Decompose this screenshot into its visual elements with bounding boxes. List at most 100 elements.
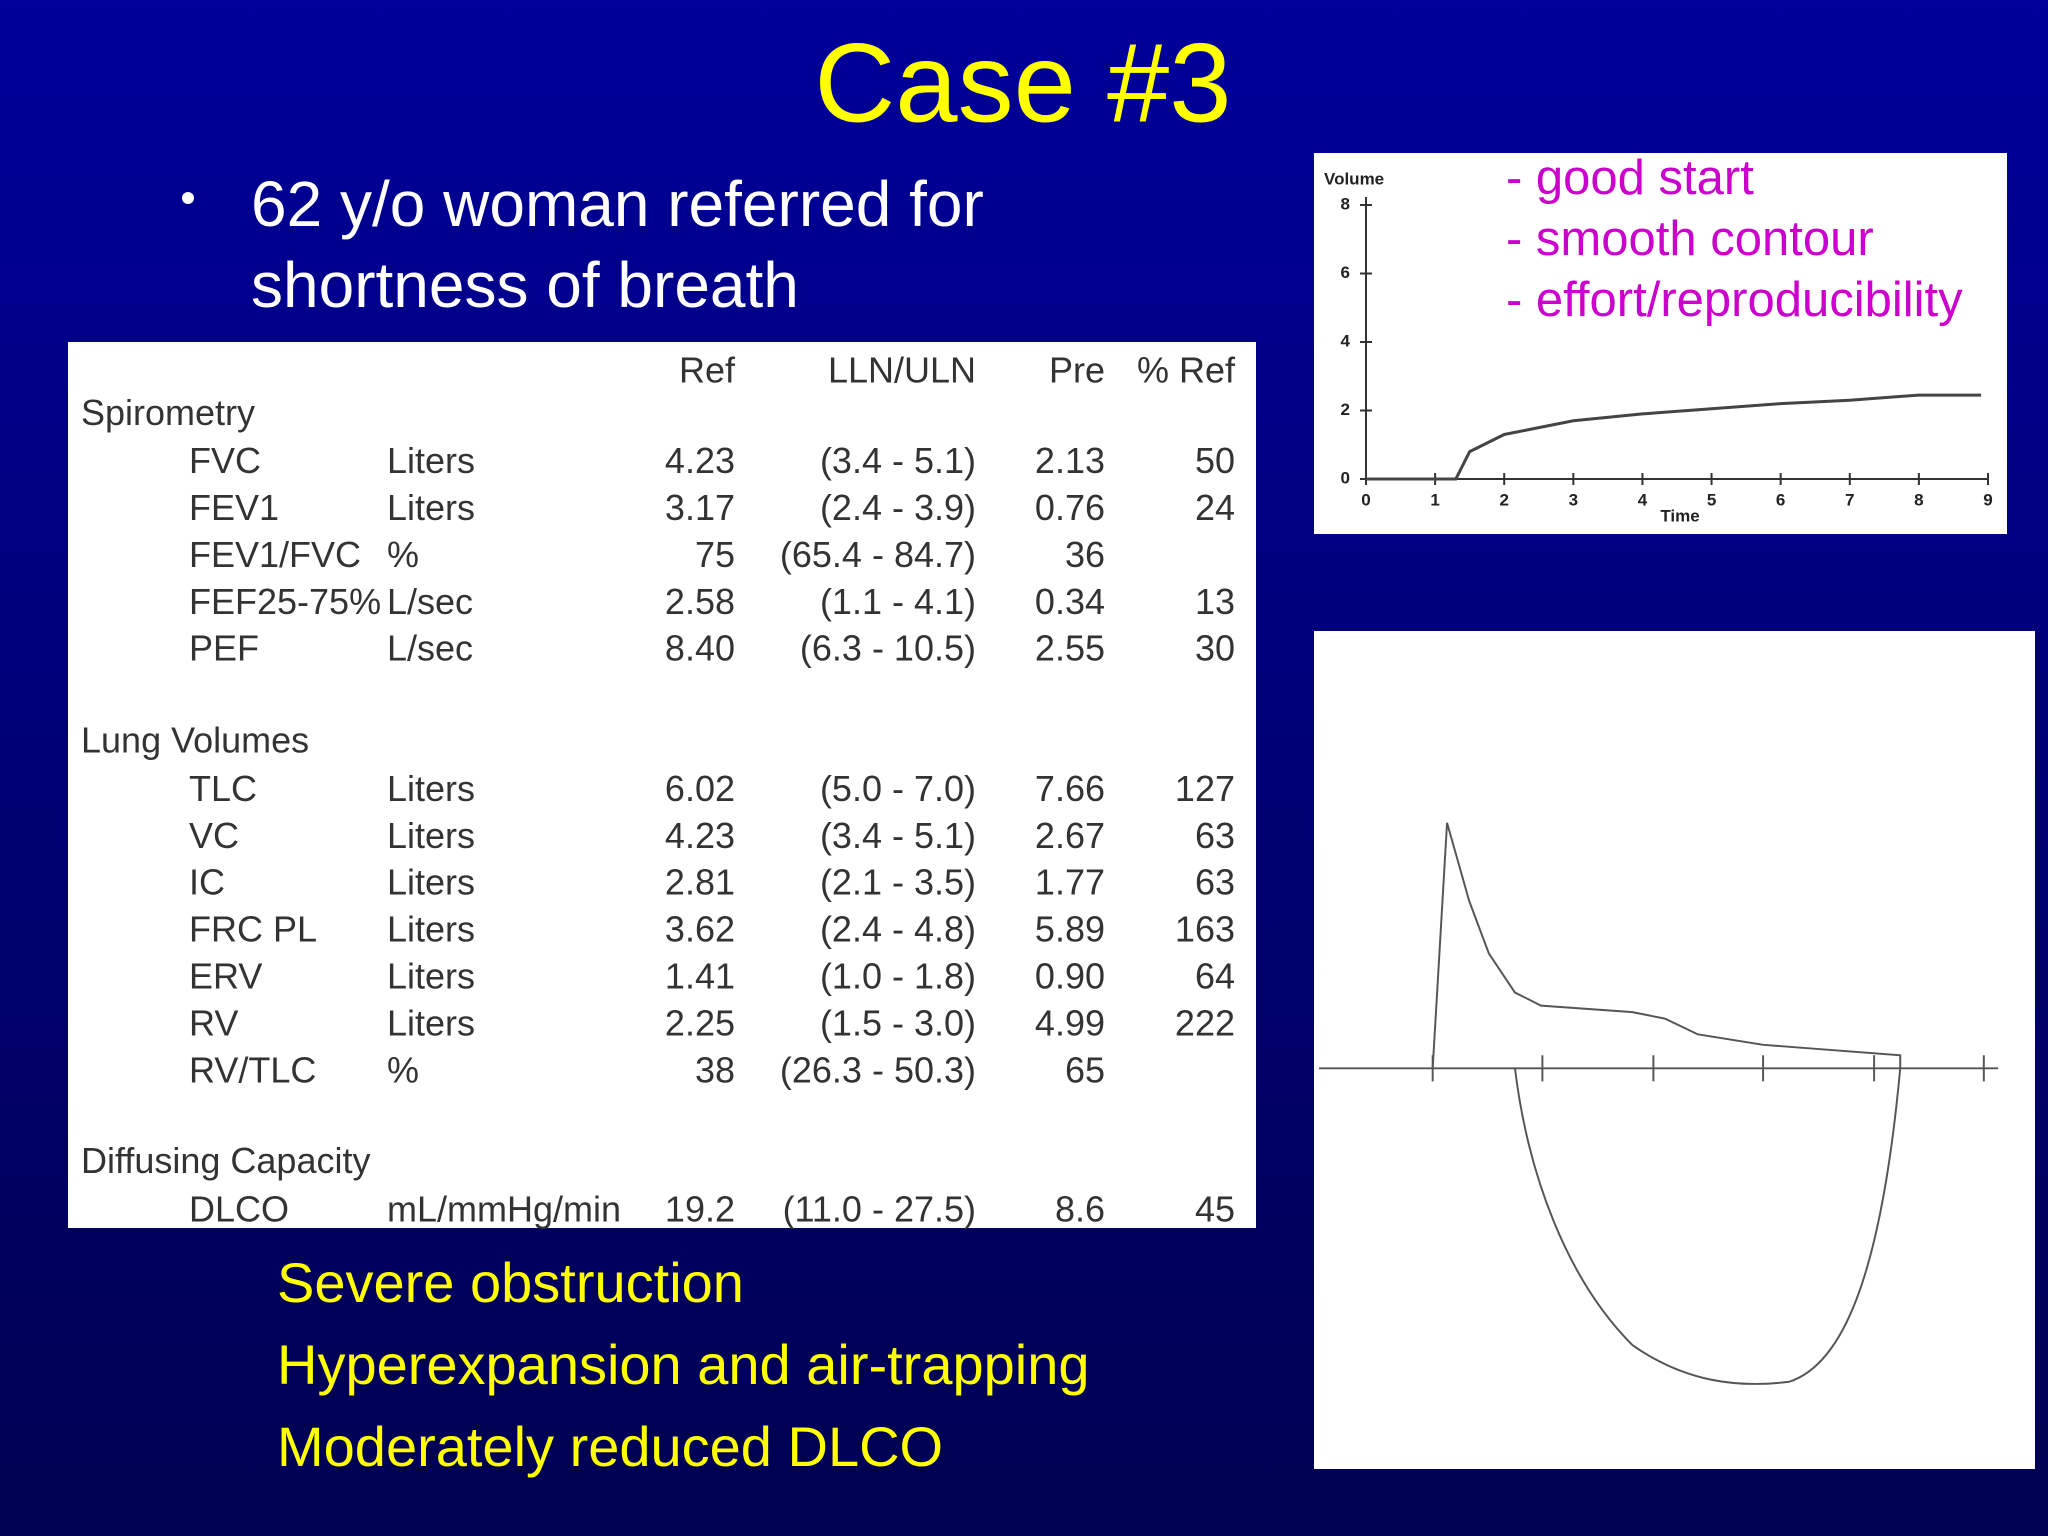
table-cell: L/sec <box>387 581 473 622</box>
table-cell: Liters <box>387 862 475 903</box>
y-tick-label: 2 <box>1341 400 1350 419</box>
table-cell: 63 <box>1195 862 1235 903</box>
table-cell: 6.02 <box>665 768 735 809</box>
table-cell: 2.58 <box>665 581 735 622</box>
table-cell: 13 <box>1195 581 1235 622</box>
table-cell: (11.0 - 27.5) <box>783 1188 976 1229</box>
table-cell: 1.77 <box>1035 862 1105 903</box>
table-cell: DLCO <box>189 1188 289 1229</box>
table-cell: 45 <box>1195 1188 1235 1229</box>
table-header: Pre <box>1049 350 1105 391</box>
x-tick-label: 5 <box>1707 490 1716 509</box>
x-tick-label: 2 <box>1499 490 1508 509</box>
table-header: Ref <box>679 350 736 391</box>
table-cell: ERV <box>189 955 262 996</box>
table-cell: (1.0 - 1.8) <box>820 955 976 996</box>
table-cell: (3.4 - 5.1) <box>820 440 976 481</box>
table-cell: FEV1 <box>189 487 279 528</box>
y-tick-label: 8 <box>1341 194 1350 213</box>
section-title: Lung Volumes <box>81 720 309 761</box>
x-tick-label: 1 <box>1430 490 1439 509</box>
note: - smooth contour <box>1506 212 1874 266</box>
y-tick-label: 6 <box>1341 263 1350 282</box>
table-cell: % <box>387 534 419 575</box>
table-cell: 65 <box>1065 1049 1105 1090</box>
table-cell: 8.40 <box>665 628 735 669</box>
table-cell: PEF <box>189 628 259 669</box>
table-cell: 64 <box>1195 955 1235 996</box>
conclusion: Hyperexpansion and air-trapping <box>277 1333 1090 1396</box>
y-tick-label: 0 <box>1341 468 1350 487</box>
table-cell: 163 <box>1175 909 1235 950</box>
note: - good start <box>1506 151 1754 205</box>
section-title: Spirometry <box>81 392 255 433</box>
x-tick-label: 8 <box>1914 490 1923 509</box>
table-cell: Liters <box>387 487 475 528</box>
x-tick-label: 7 <box>1845 490 1854 509</box>
x-tick-label: 4 <box>1638 490 1648 509</box>
flow-volume-panel <box>1314 631 2035 1469</box>
table-cell: FRC PL <box>189 909 317 950</box>
table-cell: 222 <box>1175 1002 1235 1043</box>
table-cell: RV/TLC <box>189 1049 316 1090</box>
table-cell: FVC <box>189 440 261 481</box>
section-title: Diffusing Capacity <box>81 1140 370 1181</box>
y-axis-label: Volume <box>1324 169 1384 188</box>
table-cell: 2.67 <box>1035 815 1105 856</box>
table-cell: 5.89 <box>1035 909 1105 950</box>
table-cell: Liters <box>387 815 475 856</box>
note: - effort/reproducibility <box>1506 273 1963 327</box>
table-cell: FEV1/FVC <box>189 534 361 575</box>
table-cell: 36 <box>1065 534 1105 575</box>
table-cell: mL/mmHg/min <box>387 1188 621 1229</box>
table-cell: % <box>387 1049 419 1090</box>
y-tick-label: 4 <box>1341 331 1351 350</box>
table-cell: RV <box>189 1002 238 1043</box>
table-cell: 63 <box>1195 815 1235 856</box>
table-cell: 24 <box>1195 487 1235 528</box>
table-cell: TLC <box>189 768 257 809</box>
table-cell: 50 <box>1195 440 1235 481</box>
table-cell: 127 <box>1175 768 1235 809</box>
table-cell: 4.23 <box>665 440 735 481</box>
table-cell: (3.4 - 5.1) <box>820 815 976 856</box>
table-cell: L/sec <box>387 628 473 669</box>
table-cell: 7.66 <box>1035 768 1105 809</box>
table-cell: (2.4 - 3.9) <box>820 487 976 528</box>
table-cell: 0.34 <box>1035 581 1105 622</box>
table-cell: (2.4 - 4.8) <box>820 909 976 950</box>
table-cell: IC <box>189 862 225 903</box>
x-tick-label: 6 <box>1776 490 1785 509</box>
table-cell: (1.5 - 3.0) <box>820 1002 976 1043</box>
table-cell: 0.90 <box>1035 955 1105 996</box>
table-cell: 3.17 <box>665 487 735 528</box>
table-cell: 2.55 <box>1035 628 1105 669</box>
flow-volume-loop <box>1319 822 1999 1385</box>
table-cell: 2.81 <box>665 862 735 903</box>
table-cell: Liters <box>387 955 475 996</box>
table-cell: 1.41 <box>665 955 735 996</box>
x-tick-label: 9 <box>1983 490 1992 509</box>
inspiratory-curve <box>1513 1068 1902 1385</box>
table-cell: 4.23 <box>665 815 735 856</box>
table-cell: 30 <box>1195 628 1235 669</box>
table-cell: (1.1 - 4.1) <box>820 581 976 622</box>
expiratory-curve <box>1431 822 1902 1069</box>
table-cell: 38 <box>695 1049 735 1090</box>
bullet-dot <box>182 192 194 204</box>
table-cell: 75 <box>695 534 735 575</box>
table-cell: (26.3 - 50.3) <box>780 1049 976 1090</box>
table-cell: (2.1 - 3.5) <box>820 862 976 903</box>
bullet-text: 62 y/o woman referred for <box>251 168 984 240</box>
slide-title: Case #3 <box>814 21 1231 146</box>
table-cell: 4.99 <box>1035 1002 1105 1043</box>
table-cell: 3.62 <box>665 909 735 950</box>
table-cell: 19.2 <box>665 1188 735 1229</box>
table-cell: FEF25-75% <box>189 581 381 622</box>
table-cell: (65.4 - 84.7) <box>780 534 976 575</box>
conclusion: Moderately reduced DLCO <box>277 1415 943 1478</box>
conclusion: Severe obstruction <box>277 1251 744 1314</box>
table-cell: Liters <box>387 440 475 481</box>
volume-curve <box>1366 393 1982 481</box>
